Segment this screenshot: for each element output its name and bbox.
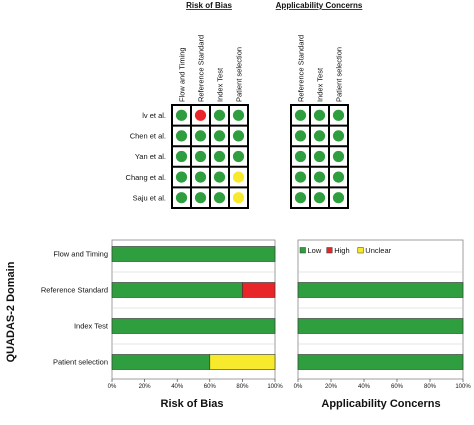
- ac-x-axis-title: Applicability Concerns: [321, 398, 440, 410]
- column-label-index-test: Index Test: [216, 67, 225, 102]
- category-label-flow-and-timing: Flow and Timing: [53, 250, 108, 259]
- bar-segment-low: [297, 282, 464, 298]
- risk-dot-low: [294, 150, 307, 163]
- bar-segment-low: [111, 318, 276, 334]
- category-label-reference-standard: Reference Standard: [41, 286, 108, 295]
- legend-swatch-low: [299, 247, 306, 254]
- x-tick-label: 80%: [236, 384, 249, 390]
- risk-dot-low: [175, 171, 188, 183]
- bar-segment-high: [242, 282, 276, 298]
- risk-dot-low: [194, 192, 207, 204]
- study-label: Saju et al.: [133, 193, 166, 202]
- risk-dot-low: [313, 150, 326, 163]
- bar-segment-low: [111, 246, 276, 262]
- bar-segment-low: [111, 354, 211, 370]
- column-label-index-test: Index Test: [316, 67, 325, 102]
- legend-label-low: Low: [308, 246, 322, 255]
- risk-dot-low: [213, 150, 226, 163]
- category-label-index-test: Index Test: [74, 322, 109, 331]
- x-tick-label: 100%: [455, 384, 471, 390]
- legend-label-high: High: [334, 246, 349, 255]
- risk-dot-low: [313, 109, 326, 121]
- risk-dot-low: [175, 192, 188, 204]
- risk-dot-low: [332, 130, 345, 142]
- rob-table-title: Risk of Bias: [186, 1, 232, 10]
- category-label-patient-selection: Patient selection: [53, 358, 108, 367]
- risk-dot-low: [332, 150, 345, 163]
- study-label: lv et al.: [142, 111, 166, 120]
- study-label: Yan et al.: [135, 152, 166, 161]
- risk-dot-low: [194, 130, 207, 142]
- ac-table-title: Applicability Concerns: [276, 1, 363, 10]
- legend-label-unclear: Unclear: [365, 246, 391, 255]
- x-tick-label: 60%: [391, 384, 404, 390]
- column-label-patient-selection: Patient selection: [335, 47, 344, 102]
- risk-dot-low: [175, 109, 188, 121]
- applicability-table: Reference Standard Index Test Patient sele…: [290, 35, 349, 209]
- risk-dot-low: [213, 109, 226, 121]
- risk-dot-low: [313, 192, 326, 204]
- y-axis-title: QUADAS-2 Domain: [5, 261, 17, 362]
- study-label: Chen et al.: [130, 132, 166, 141]
- risk-dot-unclear: [232, 192, 245, 204]
- risk-dot-low: [175, 150, 188, 163]
- risk-dot-low: [332, 171, 345, 183]
- risk-dot-low: [194, 171, 207, 183]
- x-tick-label: 60%: [204, 384, 217, 390]
- bar-segment-low: [297, 354, 464, 370]
- x-tick-label: 0%: [108, 384, 117, 390]
- risk-dot-low: [313, 171, 326, 183]
- x-tick-label: 20%: [325, 384, 338, 390]
- risk-dot-low: [213, 130, 226, 142]
- risk-dot-unclear: [232, 171, 245, 183]
- legend: Low High Unclear: [299, 246, 392, 255]
- x-tick-label: 100%: [267, 384, 283, 390]
- risk-dot-low: [313, 130, 326, 142]
- risk-dot-low: [213, 171, 226, 183]
- risk-dot-low: [294, 109, 307, 121]
- bar-segment-low: [297, 318, 464, 334]
- x-tick-label: 80%: [424, 384, 437, 390]
- study-label: Chang et al.: [126, 173, 166, 182]
- x-tick-label: 40%: [358, 384, 371, 390]
- risk-dot-low: [232, 150, 245, 163]
- risk-dot-low: [332, 192, 345, 204]
- legend-swatch-unclear: [357, 247, 364, 254]
- risk-dot-low: [213, 192, 226, 204]
- risk-dot-low: [232, 109, 245, 121]
- risk-dot-low: [294, 130, 307, 142]
- bar-segment-unclear: [209, 354, 276, 370]
- x-tick-label: 0%: [294, 384, 303, 390]
- risk-dot-low: [294, 192, 307, 204]
- x-tick-label: 40%: [171, 384, 184, 390]
- bar-segment-low: [111, 282, 243, 298]
- column-label-reference-standard: Reference Standard: [197, 35, 206, 102]
- column-label-flow-and-timing: Flow and Timing: [178, 47, 187, 102]
- risk-dot-low: [232, 130, 245, 142]
- legend-swatch-high: [326, 247, 333, 254]
- risk-dot-low: [175, 130, 188, 142]
- rob-x-axis-title: Risk of Bias: [161, 398, 224, 410]
- column-label-patient-selection: Patient selection: [235, 47, 244, 102]
- column-label-reference-standard: Reference Standard: [297, 35, 306, 102]
- applicability-bar-chart: 0% 20% 40% 60% 80% 100%: [294, 239, 471, 390]
- risk-dot-low: [332, 109, 345, 121]
- risk-dot-low: [294, 171, 307, 183]
- risk-of-bias-table: Flow and Timing Reference Standard Index T…: [126, 35, 249, 209]
- risk-of-bias-bar-chart: Flow and Timing Reference Standard Index T…: [41, 239, 283, 390]
- x-tick-label: 20%: [139, 384, 152, 390]
- risk-dot-low: [194, 150, 207, 163]
- risk-dot-high: [194, 109, 207, 121]
